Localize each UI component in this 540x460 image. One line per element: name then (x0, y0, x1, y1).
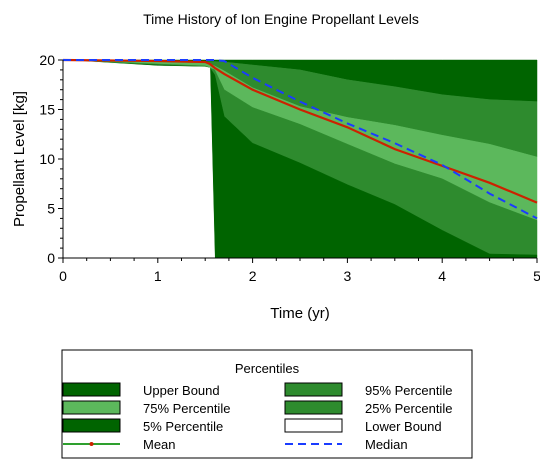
median-line (63, 59, 538, 220)
x-tick-label: 2 (249, 268, 257, 284)
legend-label: 75% Percentile (143, 401, 230, 416)
legend-marker (89, 442, 94, 446)
y-tick-label: 20 (39, 52, 55, 68)
legend-swatch (62, 418, 121, 433)
legend-label: Median (365, 437, 408, 452)
legend-label: Mean (143, 437, 176, 452)
chart-title: Time History of Ion Engine Propellant Le… (143, 11, 419, 27)
legend-label: Lower Bound (365, 419, 442, 434)
x-tick-label: 3 (344, 268, 352, 284)
y-tick-label: 10 (39, 151, 55, 167)
x-tick-label: 0 (59, 268, 67, 284)
mean-line (62, 58, 538, 204)
legend-label: Upper Bound (143, 383, 220, 398)
x-tick-label: 5 (533, 268, 540, 284)
legend-label: 95% Percentile (365, 383, 452, 398)
y-tick-label: 5 (47, 201, 55, 217)
x-tick-label: 4 (438, 268, 446, 284)
legend-swatch (62, 400, 121, 415)
legend-swatch (62, 382, 121, 397)
legend: Percentiles Upper Bound 95% Percentile 75%… (61, 349, 473, 459)
legend-swatch (284, 418, 343, 433)
legend-box (61, 349, 473, 459)
legend-swatch (284, 400, 343, 415)
x-tick-label: 1 (154, 268, 162, 284)
axes: 0 1 2 3 4 5 0 5 10 15 20 (39, 52, 540, 284)
x-axis-label: Time (yr) (270, 305, 329, 322)
legend-title: Percentiles (235, 361, 300, 376)
y-tick-label: 15 (39, 102, 55, 118)
plot-area (62, 58, 538, 259)
y-axis-label: Propellant Level [kg] (11, 91, 28, 227)
legend-swatch (284, 382, 343, 397)
legend-label: 5% Percentile (143, 419, 223, 434)
legend-label: 25% Percentile (365, 401, 452, 416)
y-tick-label: 0 (47, 250, 55, 266)
